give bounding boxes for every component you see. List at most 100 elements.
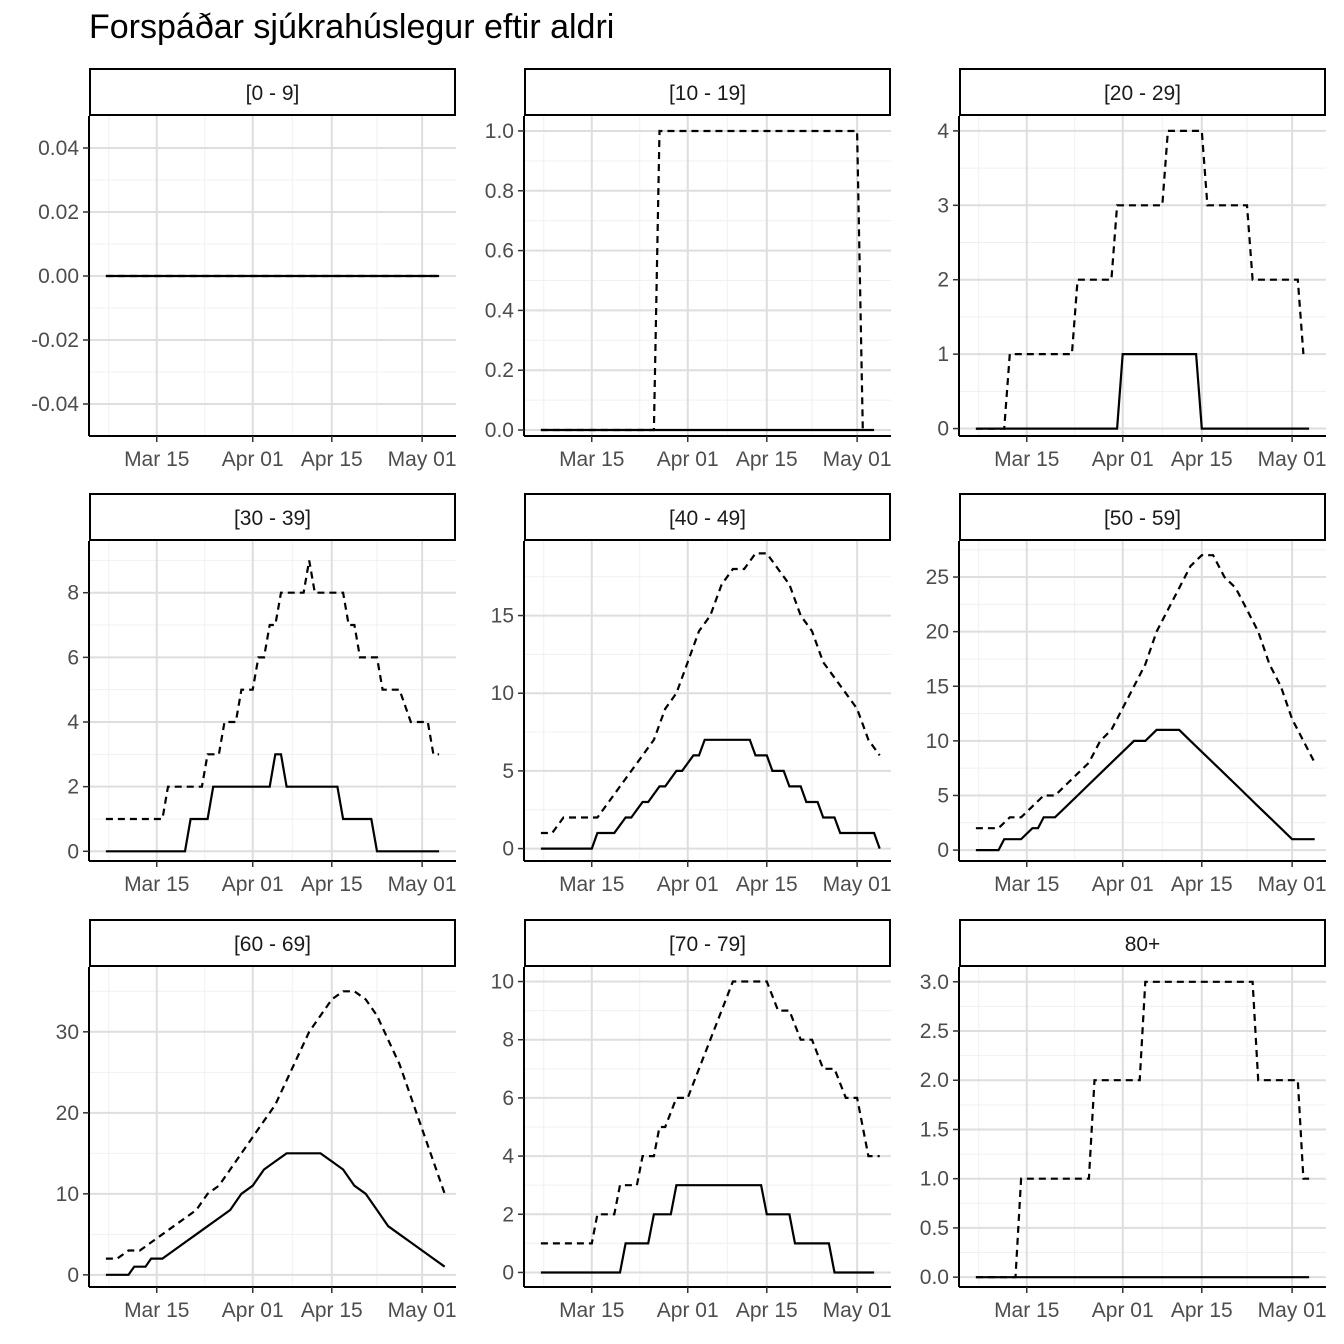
series-line-dashed — [540, 980, 880, 1245]
x-tick-label: Mar 15 — [124, 873, 189, 896]
facet-panel: -0.04 -0.02 0.00 0.02 0.04 Mar 15 Apr 01 Apr 15… — [31, 68, 457, 471]
y-tick-label: 3.0 — [920, 971, 949, 994]
series-line-dashed — [975, 980, 1310, 1279]
y-tick-label: 1.5 — [920, 1118, 949, 1141]
x-tick-label: May 01 — [388, 1299, 457, 1322]
x-tick-label: Mar 15 — [124, 1299, 189, 1322]
series-line-dashed — [975, 129, 1305, 430]
y-tick-label: 1 — [937, 343, 949, 366]
x-tick-label: Apr 15 — [1171, 873, 1233, 896]
facet-strip — [524, 919, 891, 967]
y-tick-label: 2.5 — [920, 1020, 949, 1043]
y-tick-label: 2 — [67, 776, 79, 799]
x-tick-label: Apr 15 — [301, 873, 363, 896]
y-tick-label: 10 — [56, 1183, 79, 1206]
x-tick-label: May 01 — [823, 873, 892, 896]
y-tick-label: 0.2 — [485, 359, 514, 382]
y-tick-label: 1.0 — [920, 1168, 949, 1191]
chart-title: Forspáðar sjúkrahúslegur eftir aldri — [89, 8, 615, 46]
series-line-solid — [105, 1152, 446, 1276]
y-tick-label: 5 — [937, 784, 949, 807]
y-tick-label: 30 — [56, 1021, 79, 1044]
x-tick-label: May 01 — [1258, 1299, 1327, 1322]
y-tick-label: 0.5 — [920, 1217, 949, 1240]
x-tick-label: Apr 01 — [657, 448, 719, 471]
facet-panel: 0 5 10 15 Mar 15 Apr 01 Apr 15 May 01 [40 - 49] — [491, 493, 892, 896]
facet-strip-label: [70 - 79] — [669, 933, 746, 956]
x-tick-label: May 01 — [1258, 873, 1327, 896]
facet-panel: 0 10 20 30 Mar 15 Apr 01 Apr 15 May 01 [60 - 69] — [56, 919, 457, 1322]
y-tick-label: 10 — [491, 682, 514, 705]
facet-strip-label: [60 - 69] — [234, 933, 311, 956]
y-tick-label: 0.6 — [485, 240, 514, 263]
y-tick-label: 10 — [926, 730, 949, 753]
y-tick-label: 3 — [937, 194, 949, 217]
y-tick-label: 15 — [926, 675, 949, 698]
y-tick-label: 2 — [937, 269, 949, 292]
x-tick-label: Apr 15 — [1171, 1299, 1233, 1322]
x-tick-label: Apr 15 — [301, 448, 363, 471]
facet-strip-label: [50 - 59] — [1104, 507, 1181, 530]
x-tick-label: Mar 15 — [124, 448, 189, 471]
series-line-dashed — [105, 560, 440, 821]
y-tick-label: 6 — [67, 646, 79, 669]
x-tick-label: Mar 15 — [559, 873, 624, 896]
y-tick-label: 4 — [937, 120, 949, 143]
y-tick-label: -0.04 — [31, 393, 79, 416]
series-line-solid — [975, 353, 1310, 430]
series-line-dashed — [975, 554, 1316, 830]
facet-strip-label: [10 - 19] — [669, 82, 746, 105]
x-tick-label: Mar 15 — [994, 448, 1059, 471]
facet-strip-label: [40 - 49] — [669, 507, 746, 530]
facet-strip-label: 80+ — [1125, 933, 1161, 956]
facet-strip — [89, 68, 456, 116]
y-tick-label: -0.02 — [31, 329, 79, 352]
y-tick-label: 20 — [56, 1102, 79, 1125]
y-tick-label: 0 — [937, 418, 949, 441]
facet-panel: 0 1 2 3 4 Mar 15 Apr 01 Apr 15 May 01 [20 - 29] — [937, 68, 1327, 471]
facet-panel: 0.0 0.2 0.4 0.6 0.8 1.0 Mar 15 Apr 01 Apr 15 May … — [485, 68, 892, 471]
facet-strip — [524, 493, 891, 541]
y-tick-label: 20 — [926, 621, 949, 644]
x-tick-label: Mar 15 — [559, 448, 624, 471]
facet-strip — [524, 68, 891, 116]
facet-strip-label: [20 - 29] — [1104, 82, 1181, 105]
x-tick-label: Apr 15 — [301, 1299, 363, 1322]
x-tick-label: Mar 15 — [994, 1299, 1059, 1322]
series-line-solid — [540, 1184, 875, 1274]
y-tick-label: 1.0 — [485, 120, 514, 143]
facet-strip — [959, 493, 1326, 541]
facet-strip — [959, 68, 1326, 116]
y-tick-label: 10 — [491, 971, 514, 994]
series-line-dashed — [105, 990, 446, 1260]
y-tick-label: 8 — [502, 1029, 514, 1052]
y-tick-label: 25 — [926, 566, 949, 589]
y-tick-label: 0 — [937, 839, 949, 862]
x-tick-label: Apr 01 — [657, 1299, 719, 1322]
y-tick-label: 0.4 — [485, 299, 515, 322]
y-tick-label: 15 — [491, 605, 514, 628]
y-tick-label: 0 — [502, 1261, 514, 1284]
facet-panel: 0 2 4 6 8 10 Mar 15 Apr 01 Apr 15 May 01 [70 - 79] — [491, 919, 892, 1322]
facet-strip-label: [0 - 9] — [246, 82, 300, 105]
x-tick-label: May 01 — [388, 873, 457, 896]
facet-strip — [89, 919, 456, 967]
x-tick-label: May 01 — [1258, 448, 1327, 471]
x-tick-label: Apr 01 — [222, 1299, 284, 1322]
facet-panel: 0.0 0.5 1.0 1.5 2.0 2.5 3.0 Mar 15 Apr 01 Apr 15 M… — [920, 919, 1327, 1322]
x-tick-label: Apr 01 — [222, 873, 284, 896]
y-tick-label: 2 — [502, 1203, 514, 1226]
x-tick-label: Apr 01 — [1092, 873, 1154, 896]
facet-strip — [89, 493, 456, 541]
x-tick-label: May 01 — [388, 448, 457, 471]
facet-strip — [959, 919, 1326, 967]
y-tick-label: 0.00 — [38, 265, 79, 288]
facet-panel: 0 5 10 15 20 25 Mar 15 Apr 01 Apr 15 May 01 [50 - … — [926, 493, 1327, 896]
series-line-solid — [540, 738, 881, 850]
y-tick-label: 8 — [67, 582, 79, 605]
x-tick-label: Apr 01 — [222, 448, 284, 471]
x-tick-label: Apr 01 — [657, 873, 719, 896]
y-tick-label: 0.02 — [38, 201, 79, 224]
facet-strip-label: [30 - 39] — [234, 507, 311, 530]
